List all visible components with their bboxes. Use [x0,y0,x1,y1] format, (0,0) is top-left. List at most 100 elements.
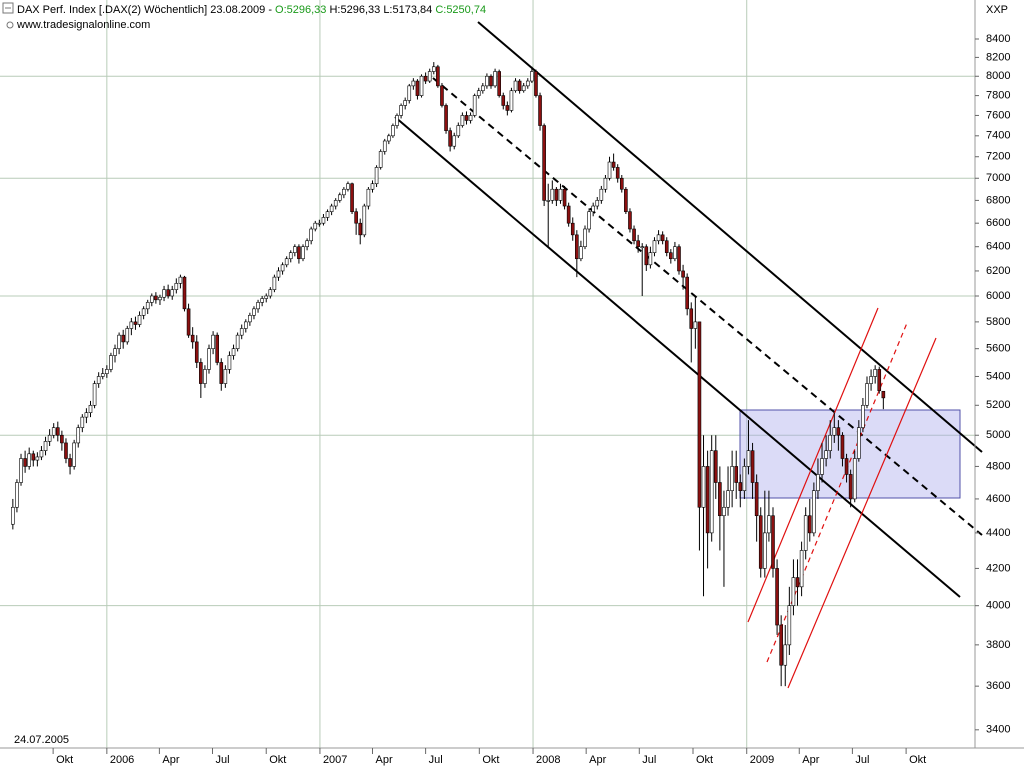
y-tick-label: 7400 [986,130,1010,142]
candle-body [844,458,849,475]
candle-body [730,466,734,491]
candle-body [709,450,714,534]
y-tick-label: 6200 [986,265,1010,277]
candle-body [644,246,649,266]
candle-body [820,458,824,475]
candle-body [734,466,739,483]
candle-body [464,115,469,121]
candle-body [575,234,579,260]
x-tick-label: Apr [162,754,179,766]
candle-body [158,296,162,301]
candle-body [701,466,706,508]
candle-body [722,506,726,517]
high-value: H:5296,33 [329,4,380,16]
candle-body [648,252,653,266]
candle-body [738,482,743,491]
y-tick-label: 5400 [986,370,1010,382]
candle-body [693,321,698,329]
candle-body [199,362,203,384]
x-tick-label: Okt [696,754,713,766]
candle-body [836,427,841,436]
candle-body [321,217,326,224]
candle-body [337,194,342,201]
candle-body [170,289,175,297]
y-tick-label: 8000 [986,70,1010,82]
candle-body [207,348,211,370]
candle-body [452,135,457,147]
candle-body [350,183,354,213]
candle-body [505,105,510,111]
axes: 3400 3600 3800 4000 4200 4400 4600 4800 5000 5200… [52,33,1010,766]
channel-lower [394,116,961,598]
x-tick-label: Apr [589,754,606,766]
y-tick-label: 5800 [986,316,1010,328]
candle-body [611,161,616,168]
candle-body [149,295,154,303]
source-icon [6,21,14,29]
candle-body [861,404,865,428]
candle-body [15,482,19,508]
candle-body [166,289,170,297]
candle-body [399,105,403,116]
candle-body [27,453,31,467]
y-tick-label: 6000 [986,290,1010,302]
candle-body [697,321,702,508]
candle-body [570,222,575,236]
candle-body [501,95,506,106]
candle-body [235,334,240,349]
candle-body [415,80,420,96]
candle-body [640,246,645,248]
candle-body [803,515,808,551]
candle-body [154,295,158,301]
source: www.tradesignalonline.com [16,19,150,31]
candle-body [554,188,559,201]
candle-body [767,515,771,534]
red-channel-mid [766,322,908,663]
candle-body [591,205,595,213]
header-line: DAX Perf. Index [.DAX(2) Wöchentlich] 23… [17,4,486,16]
y-tick-label: 5600 [986,343,1010,355]
close-value: C:5250,74 [435,4,486,16]
candle-body [852,458,857,500]
candle-body [186,308,191,336]
candle-body [305,240,309,247]
x-tick-label: Jul [855,754,869,766]
candle-body [313,222,318,230]
candle-body [219,362,224,384]
x-tick-label: Okt [909,754,926,766]
candle-body [677,246,681,272]
candle-body [76,427,81,444]
candle-body [133,321,138,325]
candle-body [276,270,281,278]
candle-body [297,246,301,260]
candle-body [579,246,583,260]
candle-body [619,177,624,190]
candle-body [726,490,730,508]
candle-body [358,222,363,236]
candle-body [476,90,481,96]
y-tick-label: 3400 [986,724,1010,736]
x-tick-label: 2009 [750,754,774,766]
candle-body [444,105,448,131]
y-tick-label: 7000 [986,172,1010,184]
candle-body [268,289,273,297]
x-tick-label: Jul [216,754,230,766]
candle-body [775,568,779,626]
candle-body [840,434,845,459]
candle-body [419,75,424,96]
candle-body [742,466,747,491]
candle-body [538,95,542,126]
candle-body [84,412,89,418]
candle-body [881,390,886,399]
candle-body [595,200,600,207]
drawings [394,21,983,689]
candle-body [121,334,125,343]
candle-body [689,308,694,329]
x-tick-label: Jul [429,754,443,766]
candle-body [550,188,555,201]
candle-body [713,450,718,483]
candle-body [791,577,796,606]
low-value: L:5173,84 [383,4,432,16]
candle-body [51,427,56,436]
